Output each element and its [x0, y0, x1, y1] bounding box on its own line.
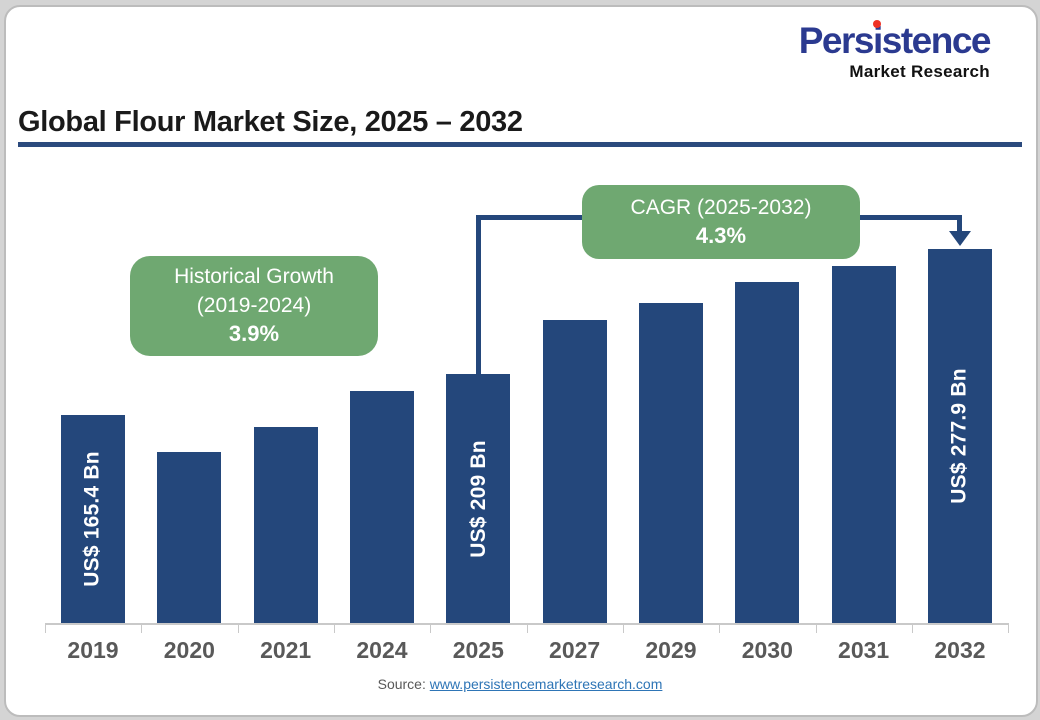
- x-axis-label-2030: 2030: [741, 637, 793, 663]
- x-axis-tick: [815, 623, 817, 633]
- logo-red-dot-i: i: [872, 20, 883, 61]
- bar-2021: [253, 427, 318, 623]
- x-axis-tick: [333, 623, 335, 633]
- bar-2029: [638, 303, 703, 623]
- bar-2019: US$ 165.4 Bn: [61, 415, 125, 623]
- historical-growth-callout: Historical Growth (2019-2024) 3.9%: [130, 256, 378, 356]
- bar-2031: [831, 266, 896, 623]
- x-axis-tick: [719, 623, 721, 633]
- x-axis-tick: [430, 623, 432, 633]
- x-axis-tick: [622, 623, 624, 633]
- x-axis-tick: [526, 623, 528, 633]
- cagr-callout: CAGR (2025-2032) 4.3%: [582, 185, 860, 259]
- x-axis-label-2024: 2024: [356, 637, 408, 663]
- bar-2025: US$ 209 Bn: [446, 374, 511, 623]
- bar-2024: [349, 391, 414, 623]
- logo-tagline: Market Research: [849, 61, 990, 81]
- arrow-down-icon: [949, 231, 971, 246]
- logo-brand-post: stence: [881, 20, 992, 61]
- bar-value-label-2019: US$ 165.4 Bn: [81, 451, 104, 587]
- logo-brand-text: Persistence: [798, 20, 992, 61]
- bar-value-label-2025: US$ 209 Bn: [466, 439, 490, 558]
- bar-value-label-2032: US$ 277.9 Bn: [947, 368, 971, 504]
- cagr-bracket-vertical-2025: [476, 215, 481, 374]
- bar-2020: [157, 452, 222, 623]
- x-axis-label-2021: 2021: [260, 637, 312, 663]
- x-axis-label-2032: 2032: [934, 637, 986, 663]
- source-link[interactable]: www.persistencemarketresearch.com: [429, 676, 663, 692]
- source-prefix: Source:: [377, 676, 426, 692]
- x-axis-tick: [141, 623, 143, 633]
- page-title: Global Flour Market Size, 2025 – 2032: [18, 106, 523, 138]
- x-axis-label-2019: 2019: [67, 637, 119, 663]
- x-axis-tick: [1008, 623, 1010, 633]
- cagr-value: 4.3%: [695, 222, 747, 248]
- bar-2032: US$ 277.9 Bn: [927, 249, 992, 623]
- historical-growth-value: 3.9%: [228, 321, 280, 347]
- x-axis-tick: [237, 623, 239, 633]
- x-axis-label-2025: 2025: [452, 637, 504, 663]
- historical-growth-line2: (2019-2024): [196, 293, 312, 317]
- bar-2027: [542, 320, 607, 623]
- cagr-bracket-vertical-2032: [957, 215, 962, 231]
- x-axis-label-2031: 2031: [838, 637, 890, 663]
- x-axis-tick: [45, 623, 46, 633]
- bar-2030: [735, 282, 800, 623]
- logo: Persistence Market Research: [798, 20, 992, 82]
- logo-brand-pre: Pers: [798, 20, 875, 61]
- x-axis-label-2029: 2029: [645, 637, 697, 663]
- x-axis-tick: [911, 623, 913, 633]
- x-axis-label-2027: 2027: [549, 637, 601, 663]
- source-line: Source: www.persistencemarketresearch.co…: [0, 676, 1040, 692]
- x-axis-label-2020: 2020: [163, 637, 215, 663]
- historical-growth-line1: Historical Growth: [174, 265, 334, 289]
- title-underline: [18, 142, 1022, 147]
- cagr-line1: CAGR (2025-2032): [630, 195, 812, 219]
